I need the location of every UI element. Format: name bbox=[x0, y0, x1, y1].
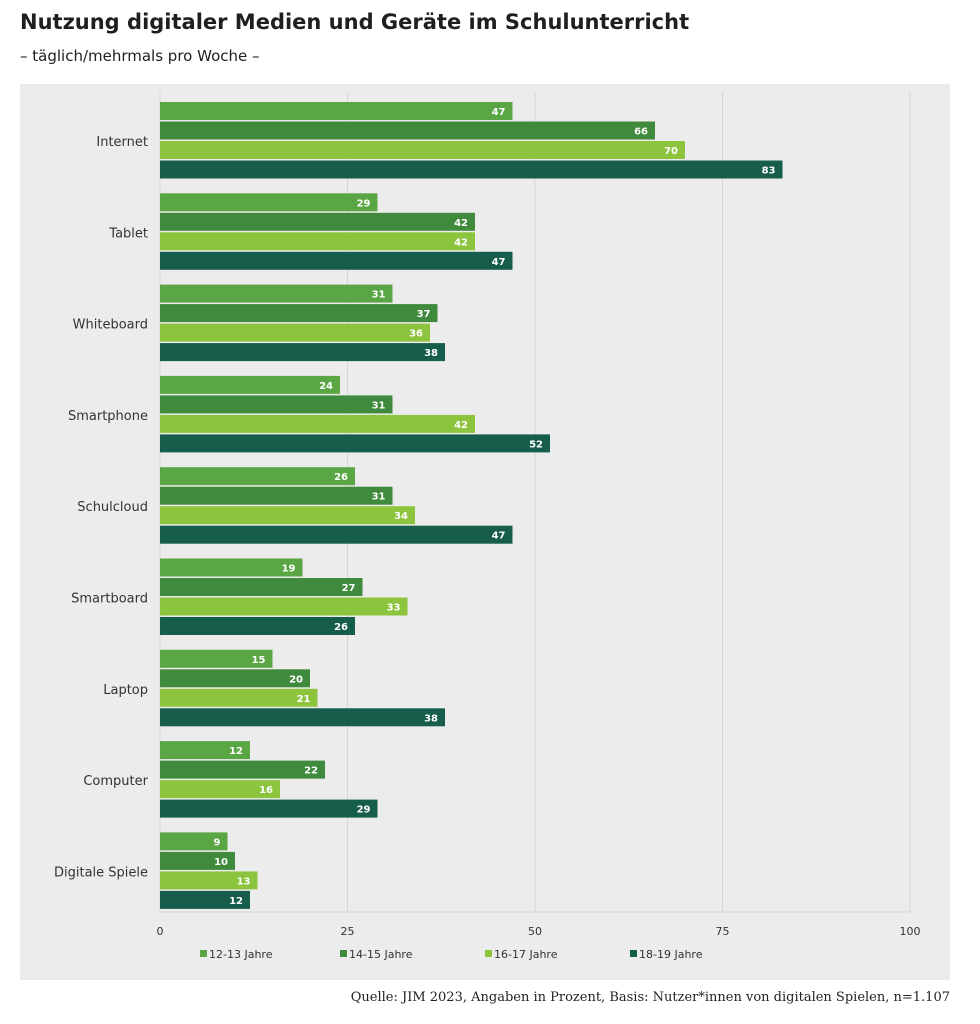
data-label: 15 bbox=[252, 655, 266, 666]
bar bbox=[160, 688, 318, 707]
data-label: 34 bbox=[394, 511, 408, 522]
x-tick-label: 50 bbox=[528, 925, 542, 938]
legend-swatch bbox=[200, 950, 207, 957]
bar bbox=[160, 467, 355, 486]
bar bbox=[160, 284, 393, 303]
category-label: Computer bbox=[83, 774, 148, 789]
bar bbox=[160, 486, 393, 505]
data-label: 31 bbox=[372, 290, 386, 301]
bar bbox=[160, 851, 235, 870]
chart-subtitle: – täglich/mehrmals pro Woche – bbox=[20, 47, 260, 65]
data-label: 42 bbox=[454, 237, 468, 248]
chart-panel: Internet 47 66 70 83 Tablet 29 42 42 47 Whiteboard… bbox=[20, 84, 950, 980]
data-label: 20 bbox=[289, 674, 303, 685]
data-label: 38 bbox=[424, 348, 438, 359]
x-tick-label: 100 bbox=[900, 925, 921, 938]
data-label: 38 bbox=[424, 713, 438, 724]
data-label: 10 bbox=[214, 857, 228, 868]
category-label: Schulcloud bbox=[77, 500, 148, 515]
data-label: 47 bbox=[492, 107, 506, 118]
data-label: 13 bbox=[237, 876, 251, 887]
bar bbox=[160, 760, 325, 779]
bar bbox=[160, 708, 445, 727]
bar bbox=[160, 102, 513, 120]
data-label: 33 bbox=[387, 603, 401, 614]
data-label: 16 bbox=[259, 785, 273, 796]
bar bbox=[160, 323, 430, 342]
bar bbox=[160, 506, 415, 525]
bar bbox=[160, 212, 475, 231]
bar bbox=[160, 890, 250, 909]
bar bbox=[160, 578, 363, 596]
bar bbox=[160, 121, 655, 140]
legend-label: 16-17 Jahre bbox=[494, 948, 558, 961]
legend-label: 14-15 Jahre bbox=[349, 948, 413, 961]
category-label: Whiteboard bbox=[73, 318, 148, 333]
category-label: Digitale Spiele bbox=[54, 865, 148, 880]
chart-title: Nutzung digitaler Medien und Geräte im S… bbox=[20, 10, 690, 34]
data-label: 31 bbox=[372, 492, 386, 503]
legend-swatch bbox=[340, 950, 347, 957]
bar bbox=[160, 193, 378, 212]
bar bbox=[160, 434, 550, 453]
data-label: 29 bbox=[357, 805, 371, 816]
bar bbox=[160, 343, 445, 362]
legend-label: 12-13 Jahre bbox=[209, 948, 273, 961]
data-label: 19 bbox=[282, 564, 296, 575]
data-label: 12 bbox=[229, 896, 243, 907]
bar bbox=[160, 414, 475, 433]
data-label: 37 bbox=[417, 309, 431, 320]
data-label: 31 bbox=[372, 400, 386, 411]
category-label: Smartboard bbox=[71, 592, 148, 607]
bar bbox=[160, 232, 475, 251]
category-label: Internet bbox=[96, 135, 148, 150]
bar bbox=[160, 558, 303, 577]
data-label: 27 bbox=[342, 583, 356, 594]
data-label: 42 bbox=[454, 218, 468, 229]
bar bbox=[160, 395, 393, 414]
bar bbox=[160, 375, 340, 394]
bar bbox=[160, 832, 228, 851]
legend-swatch bbox=[630, 950, 637, 957]
bar bbox=[160, 617, 355, 635]
legend-swatch bbox=[485, 950, 492, 957]
data-label: 12 bbox=[229, 746, 243, 757]
bar bbox=[160, 799, 378, 818]
data-label: 26 bbox=[334, 622, 348, 633]
bar bbox=[160, 669, 310, 688]
data-label: 83 bbox=[762, 166, 776, 177]
data-label: 26 bbox=[334, 472, 348, 483]
bar bbox=[160, 780, 280, 799]
bar bbox=[160, 304, 438, 323]
legend-label: 18-19 Jahre bbox=[639, 948, 703, 961]
data-label: 66 bbox=[634, 127, 648, 138]
bar bbox=[160, 251, 513, 270]
data-label: 47 bbox=[492, 531, 506, 542]
data-label: 52 bbox=[529, 439, 543, 450]
data-label: 24 bbox=[319, 381, 333, 392]
data-label: 70 bbox=[664, 146, 678, 157]
x-tick-label: 75 bbox=[716, 925, 730, 938]
data-label: 47 bbox=[492, 257, 506, 268]
data-label: 36 bbox=[409, 329, 423, 340]
data-label: 9 bbox=[214, 837, 221, 848]
bar bbox=[160, 649, 273, 668]
data-label: 29 bbox=[357, 198, 371, 209]
x-tick-label: 0 bbox=[157, 925, 164, 938]
bar-chart: Internet 47 66 70 83 Tablet 29 42 42 47 Whiteboard… bbox=[54, 92, 921, 961]
bar bbox=[160, 741, 250, 760]
bar bbox=[160, 871, 258, 890]
data-label: 42 bbox=[454, 420, 468, 431]
bar bbox=[160, 141, 685, 159]
category-label: Tablet bbox=[108, 226, 148, 241]
bar bbox=[160, 160, 783, 179]
category-label: Laptop bbox=[103, 683, 148, 698]
bar bbox=[160, 525, 513, 544]
data-label: 22 bbox=[304, 766, 318, 777]
bar bbox=[160, 597, 408, 616]
data-label: 21 bbox=[297, 694, 311, 705]
x-tick-label: 25 bbox=[341, 925, 355, 938]
category-label: Smartphone bbox=[68, 409, 148, 424]
source-note: Quelle: JIM 2023, Angaben in Prozent, Ba… bbox=[350, 990, 950, 1005]
